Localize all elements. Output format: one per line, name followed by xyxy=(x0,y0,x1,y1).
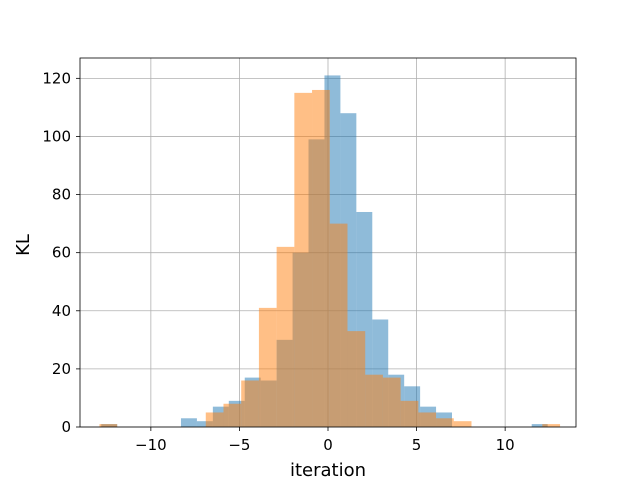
histogram-bar-series-2 xyxy=(436,418,454,427)
histogram-bar-series-2 xyxy=(400,400,419,427)
histogram-bar-series-2 xyxy=(329,223,348,427)
histogram-bar-series-2 xyxy=(205,412,224,427)
histogram-bar-series-2 xyxy=(453,421,472,427)
x-tick-label: 0 xyxy=(323,436,333,454)
x-tick-label: 5 xyxy=(412,436,422,454)
histogram-bar-series-2 xyxy=(418,412,437,427)
y-tick-label: 120 xyxy=(42,69,71,87)
histogram-bar-series-2 xyxy=(542,424,561,427)
histogram-bar-series-2 xyxy=(276,246,295,427)
y-tick-label: 80 xyxy=(52,186,71,204)
histogram-bar-series-2 xyxy=(312,89,330,427)
histogram-bar-series-2 xyxy=(347,331,366,427)
histogram-bar-series-2 xyxy=(241,380,259,427)
x-tick-label: −5 xyxy=(228,436,250,454)
y-tick-label: 0 xyxy=(61,418,71,436)
histogram-bar-series-2 xyxy=(382,377,401,427)
histogram-bars xyxy=(99,75,561,428)
histogram-bar-series-2 xyxy=(294,92,313,427)
histogram-bar-series-1 xyxy=(196,421,213,427)
histogram-bar-series-2 xyxy=(258,307,277,427)
y-tick-label: 20 xyxy=(52,360,71,378)
y-tick-label: 40 xyxy=(52,302,71,320)
y-tick-label: 60 xyxy=(52,244,71,262)
x-tick-label: −10 xyxy=(135,436,167,454)
histogram-bar-series-2 xyxy=(223,403,242,427)
x-tick-label: 10 xyxy=(496,436,515,454)
histogram-bar-series-1 xyxy=(180,418,197,427)
histogram-bar-series-1 xyxy=(531,424,548,427)
x-axis-label: iteration xyxy=(290,460,366,480)
y-axis-label: KL xyxy=(13,234,34,256)
histogram-bar-series-2 xyxy=(365,374,383,427)
histogram-bar-series-2 xyxy=(99,424,118,427)
y-tick-label: 100 xyxy=(42,127,71,145)
